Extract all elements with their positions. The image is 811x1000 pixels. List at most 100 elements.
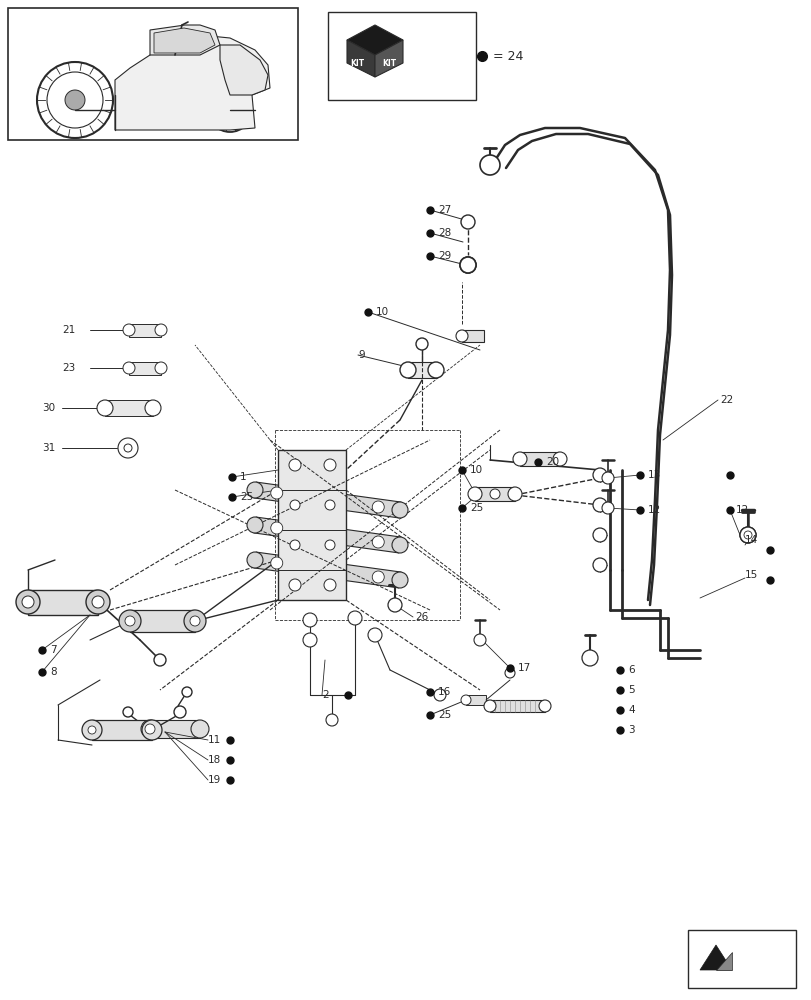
Text: 15: 15 (744, 570, 757, 580)
Circle shape (427, 362, 444, 378)
Circle shape (247, 517, 263, 533)
Circle shape (371, 536, 384, 548)
Text: 30: 30 (42, 403, 55, 413)
Circle shape (415, 338, 427, 350)
Circle shape (303, 613, 316, 627)
Circle shape (739, 527, 755, 543)
Polygon shape (254, 482, 401, 518)
Bar (92, 720, 152, 740)
Text: 31: 31 (42, 443, 55, 453)
Circle shape (289, 459, 301, 471)
Circle shape (324, 500, 335, 510)
Circle shape (483, 700, 496, 712)
Polygon shape (150, 25, 220, 55)
Bar (8, 8, 298, 140)
Text: 10: 10 (375, 307, 388, 317)
Circle shape (400, 362, 415, 378)
Circle shape (270, 522, 282, 534)
Text: 4: 4 (627, 705, 634, 715)
Circle shape (324, 540, 335, 550)
Circle shape (145, 724, 155, 734)
Text: 18: 18 (208, 755, 221, 765)
Circle shape (290, 500, 299, 510)
Text: KIT: KIT (381, 59, 396, 68)
Bar (105, 400, 152, 416)
Circle shape (119, 610, 141, 632)
Circle shape (303, 633, 316, 647)
Text: 1: 1 (240, 472, 247, 482)
Circle shape (467, 487, 482, 501)
Bar (28, 590, 98, 615)
Text: 21: 21 (62, 325, 75, 335)
Text: 17: 17 (517, 663, 530, 673)
Text: 28: 28 (437, 228, 451, 238)
Text: 26: 26 (414, 612, 427, 622)
Text: 29: 29 (437, 251, 451, 261)
Circle shape (37, 62, 113, 138)
Circle shape (247, 552, 263, 568)
Text: 13: 13 (647, 470, 660, 480)
Bar (474, 487, 514, 501)
Circle shape (592, 468, 607, 482)
Circle shape (367, 628, 381, 642)
Bar (328, 12, 475, 100)
Polygon shape (346, 40, 375, 77)
Circle shape (325, 714, 337, 726)
Circle shape (155, 362, 167, 374)
Circle shape (155, 324, 167, 336)
Circle shape (47, 72, 103, 128)
Circle shape (592, 528, 607, 542)
Bar (519, 452, 560, 466)
Circle shape (592, 558, 607, 572)
Bar (407, 362, 436, 378)
Polygon shape (220, 45, 268, 95)
Circle shape (388, 598, 401, 612)
Circle shape (456, 330, 467, 342)
Text: 2: 2 (322, 690, 328, 700)
Bar (150, 720, 200, 738)
Circle shape (215, 95, 245, 125)
Circle shape (392, 502, 407, 518)
Circle shape (504, 668, 514, 678)
Bar (461, 330, 483, 342)
Circle shape (601, 472, 613, 484)
Circle shape (270, 557, 282, 569)
Circle shape (592, 498, 607, 512)
Text: 27: 27 (437, 205, 451, 215)
Text: = 24: = 24 (492, 50, 523, 63)
Circle shape (324, 459, 336, 471)
Bar (129, 324, 161, 337)
Circle shape (224, 104, 236, 116)
Polygon shape (254, 517, 401, 553)
Polygon shape (254, 552, 401, 588)
Text: 7: 7 (50, 645, 57, 655)
Text: KIT: KIT (350, 59, 363, 68)
Polygon shape (154, 28, 215, 53)
Text: 12: 12 (735, 505, 749, 515)
Text: 3: 3 (627, 725, 634, 735)
Circle shape (122, 707, 133, 717)
Circle shape (474, 634, 486, 646)
Bar (129, 362, 161, 375)
Text: 12: 12 (647, 505, 660, 515)
Text: 6: 6 (627, 665, 634, 675)
Circle shape (539, 700, 551, 712)
Circle shape (125, 616, 135, 626)
Text: 10: 10 (470, 465, 483, 475)
Circle shape (191, 720, 208, 738)
Circle shape (142, 720, 162, 740)
Text: 14: 14 (744, 535, 757, 545)
Text: 22: 22 (719, 395, 732, 405)
Circle shape (247, 482, 263, 498)
Circle shape (122, 362, 135, 374)
Circle shape (392, 537, 407, 553)
Circle shape (122, 324, 135, 336)
Text: 19: 19 (208, 775, 221, 785)
Polygon shape (699, 945, 731, 970)
Circle shape (270, 487, 282, 499)
Text: 9: 9 (358, 350, 364, 360)
Text: 5: 5 (627, 685, 634, 695)
Circle shape (145, 400, 161, 416)
Circle shape (190, 616, 200, 626)
Text: 16: 16 (437, 687, 451, 697)
